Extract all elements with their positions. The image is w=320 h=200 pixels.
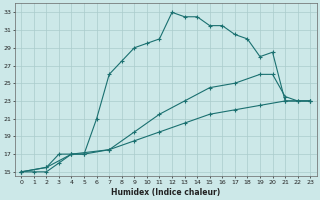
X-axis label: Humidex (Indice chaleur): Humidex (Indice chaleur) — [111, 188, 220, 197]
